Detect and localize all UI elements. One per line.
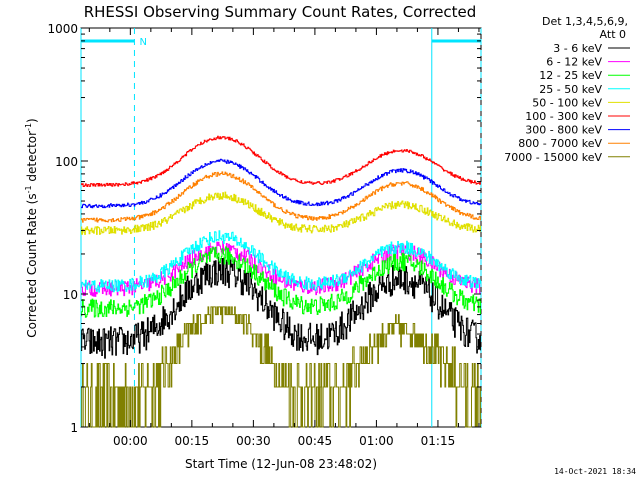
series-line [81,246,481,318]
saa-label: N [139,37,146,48]
series-line [81,256,481,359]
x-tick-label: 00:00 [113,434,148,448]
x-tick-label: 01:00 [359,434,394,448]
legend-header-line2: Att 0 [600,28,626,41]
series-line [81,135,481,187]
x-tick-label: 00:30 [236,434,271,448]
legend-label: 800 - 7000 keV [518,137,602,150]
series-line [81,306,481,428]
series-line [81,171,481,223]
y-tick-label: 100 [55,155,78,169]
legend-label: 25 - 50 keV [539,83,602,96]
series-line [81,158,481,209]
legend-header-line1: Det 1,3,4,5,6,9, [542,15,628,28]
y-tick-label: 1 [70,421,78,435]
legend-label: 50 - 100 keV [532,96,602,109]
axis-layer: 1 10 100 1000 00:00 00:15 00:30 00:45 01:00 01:15 [47,22,481,448]
series-layer [81,135,481,428]
x-axis-label: Start Time (12-Jun-08 23:48:02) [185,457,377,471]
legend-label: 100 - 300 keV [525,110,602,123]
x-tick-label: 00:45 [298,434,333,448]
legend-label: 7000 - 15000 keV [504,151,602,164]
legend-label: 3 - 6 keV [553,42,602,55]
series-line [81,230,481,293]
y-tick-label: 1000 [47,22,78,36]
timestamp: 14-Oct-2021 18:34 [554,467,636,476]
series-line [81,191,481,235]
legend-label: 6 - 12 keV [546,56,602,69]
legend-label: 300 - 800 keV [525,124,602,137]
chart-title: RHESSI Observing Summary Count Rates, Co… [84,3,477,21]
x-tick-label: 01:15 [421,434,456,448]
x-tick-label: 00:15 [175,434,210,448]
legend-label: 12 - 25 keV [539,69,602,82]
y-axis-label: Corrected Count Rate (s-1 detector-1) [24,118,39,337]
y-tick-label: 10 [63,288,78,302]
